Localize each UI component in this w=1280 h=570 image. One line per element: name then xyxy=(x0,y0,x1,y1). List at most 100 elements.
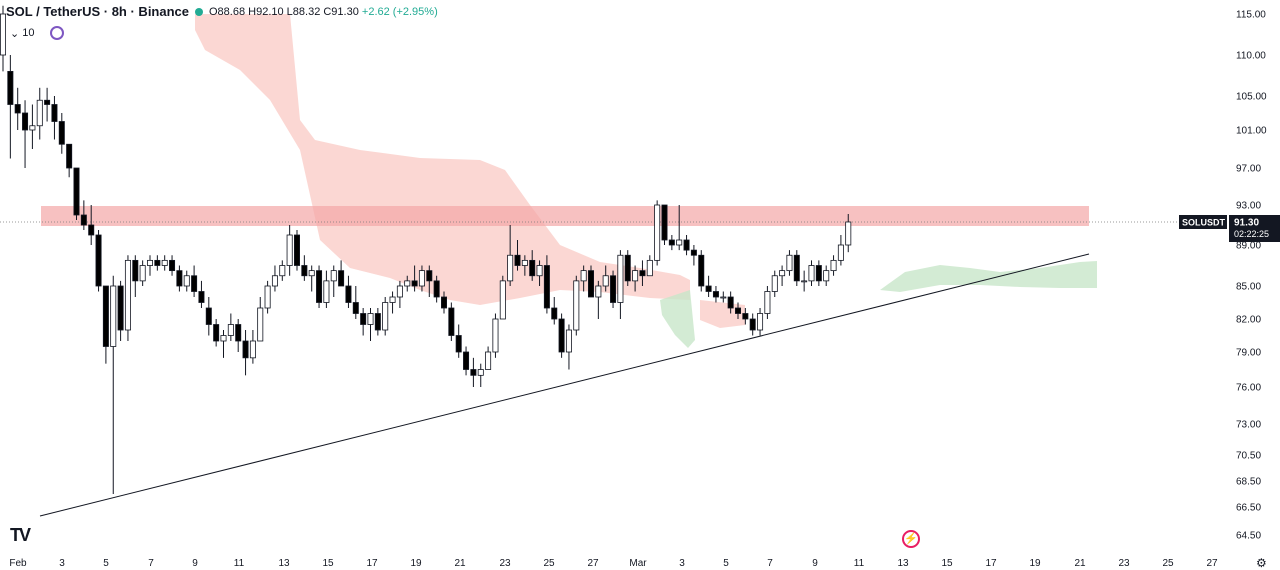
symbol-tag: SOLUSDT xyxy=(1182,218,1226,228)
candle-up xyxy=(323,280,330,303)
candle-up xyxy=(257,307,264,342)
candle-up xyxy=(0,13,6,56)
candle-down xyxy=(551,307,558,320)
cloud-bullish-a xyxy=(660,290,695,348)
ohlc-values: O88.68 H92.10 L88.32 C91.30 +2.62 (+2.95… xyxy=(209,6,438,18)
x-tick-label: 9 xyxy=(812,558,818,569)
candle-down xyxy=(440,296,447,309)
x-tick-label: 23 xyxy=(499,558,511,569)
candle-up xyxy=(580,270,587,282)
candle-down xyxy=(51,104,58,122)
candle-down xyxy=(374,313,381,331)
candle-up xyxy=(632,270,639,282)
x-tick-label: 7 xyxy=(148,558,154,569)
candle-up xyxy=(521,259,528,266)
flash-icon[interactable]: ⚡ xyxy=(902,530,920,548)
sync-icon[interactable] xyxy=(50,26,65,40)
candle-up xyxy=(757,313,764,331)
candle-down xyxy=(14,104,21,114)
candle-up xyxy=(499,280,506,320)
candle-down xyxy=(793,254,800,282)
candle-down xyxy=(698,254,705,287)
candle-down xyxy=(191,275,198,292)
x-tick-label: 13 xyxy=(278,558,290,569)
x-tick-label: 19 xyxy=(1029,558,1041,569)
candle-down xyxy=(88,224,95,236)
countdown-tag: 02:22:25 xyxy=(1234,229,1269,239)
x-tick-label: 27 xyxy=(587,558,599,569)
candle-down xyxy=(235,324,242,342)
candle-down xyxy=(470,369,477,376)
candle-down xyxy=(58,121,65,145)
candle-down xyxy=(661,204,668,241)
candle-down xyxy=(610,275,617,303)
candle-up xyxy=(404,280,411,287)
candle-up xyxy=(565,329,572,353)
y-tick-label: 89.00 xyxy=(1236,241,1261,252)
y-tick-label: 93.00 xyxy=(1236,201,1261,212)
volume-toggle[interactable]: ⌄ 10 xyxy=(10,27,34,40)
candle-down xyxy=(338,270,345,287)
candle-down xyxy=(705,285,712,292)
y-tick-label: 66.50 xyxy=(1236,503,1261,514)
candle-down xyxy=(742,313,749,320)
candle-up xyxy=(779,270,786,277)
candle-down xyxy=(426,270,433,282)
candle-up xyxy=(418,270,425,287)
y-tick-label: 70.50 xyxy=(1236,451,1261,462)
candle-down xyxy=(411,280,418,287)
candle-down xyxy=(352,302,359,314)
candle-down xyxy=(463,351,470,370)
cloud-bearish xyxy=(195,14,690,305)
tradingview-logo[interactable]: TV xyxy=(10,525,31,545)
symbol-tag-bg xyxy=(1179,215,1227,229)
candle-up xyxy=(330,270,337,282)
candle-down xyxy=(44,99,51,105)
candle-up xyxy=(720,296,727,299)
candle-down xyxy=(588,270,595,298)
candle-up xyxy=(220,335,227,342)
candle-up xyxy=(676,239,683,246)
candle-up xyxy=(389,296,396,303)
candle-down xyxy=(132,259,139,282)
price-tag-bg xyxy=(1229,215,1280,242)
candle-down xyxy=(455,335,462,353)
candle-down xyxy=(176,270,183,287)
resistance-zone xyxy=(41,206,1089,226)
y-tick-label: 82.00 xyxy=(1236,315,1261,326)
candle-up xyxy=(308,270,315,277)
candle-up xyxy=(646,259,653,277)
candle-down xyxy=(102,285,109,347)
candle-up xyxy=(617,254,624,303)
symbol-title[interactable]: SOL / TetherUS · 8h · Binance xyxy=(6,4,189,19)
ohlc-text: O88.68 H92.10 L88.32 C91.30 xyxy=(209,5,359,18)
candle-up xyxy=(249,340,256,359)
x-tick-label: 25 xyxy=(543,558,555,569)
volume-toggle-label: 10 xyxy=(22,27,35,39)
gear-icon[interactable]: ⚙ xyxy=(1256,556,1267,570)
candle-down xyxy=(80,214,87,226)
candle-down xyxy=(712,291,719,298)
candle-up xyxy=(492,318,499,353)
candle-down xyxy=(639,270,646,277)
candle-up xyxy=(837,244,844,261)
candle-up xyxy=(808,265,815,282)
candle-up xyxy=(110,285,117,347)
candle-up xyxy=(595,285,602,298)
x-tick-label: 7 xyxy=(767,558,773,569)
cloud-bullish-b xyxy=(880,261,1097,292)
candle-up xyxy=(161,259,168,266)
x-tick-label: 19 xyxy=(410,558,422,569)
candle-down xyxy=(543,265,550,309)
x-tick-label: 5 xyxy=(103,558,109,569)
candle-down xyxy=(117,285,124,331)
candle-down xyxy=(448,307,455,336)
candle-down xyxy=(690,249,697,256)
candle-up xyxy=(382,302,389,331)
candle-down xyxy=(293,234,300,266)
x-tick-label: 3 xyxy=(679,558,685,569)
candle-up xyxy=(485,351,492,370)
y-tick-label: 64.50 xyxy=(1236,531,1261,542)
candle-down xyxy=(558,318,565,353)
